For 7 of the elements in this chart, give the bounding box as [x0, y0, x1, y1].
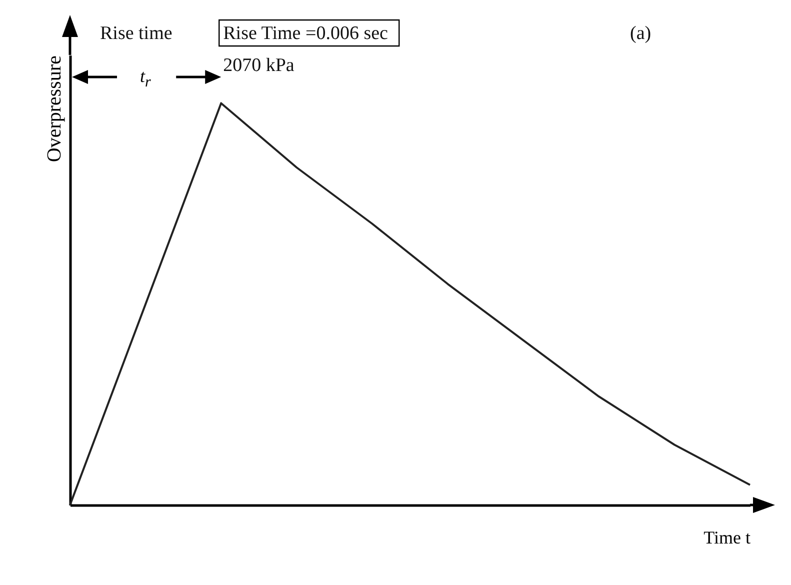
text: Rise Time =0.006 sec [223, 23, 388, 44]
text: t$_{r}$ [140, 66, 151, 92]
text: 2070 kPa [223, 55, 295, 76]
x-axis-title: Time t [704, 528, 750, 548]
y-axis-title: Overpressure [44, 55, 66, 162]
text: (a) [630, 23, 652, 44]
text: Rise time [100, 23, 172, 44]
